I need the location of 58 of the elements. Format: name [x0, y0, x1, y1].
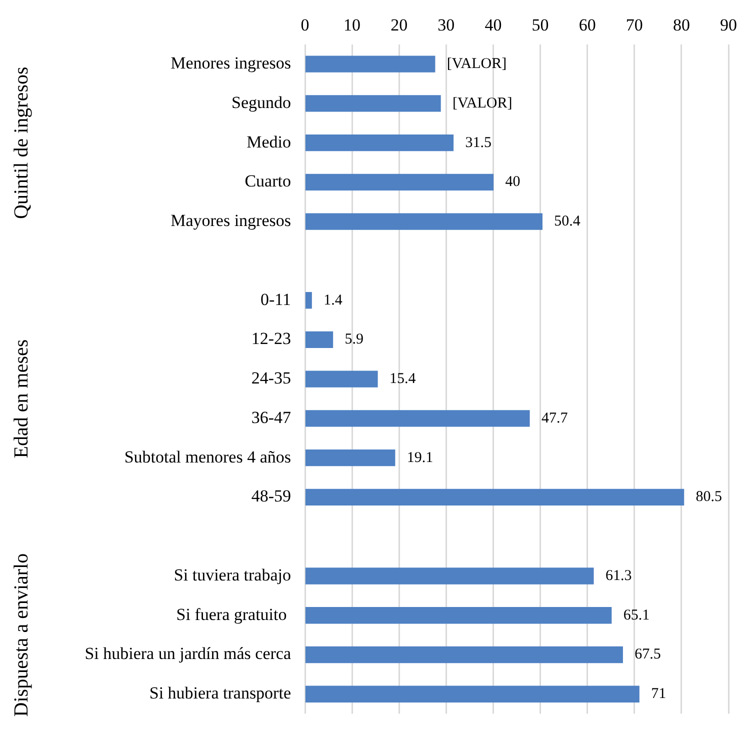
y-tick-label: 12-23: [251, 329, 291, 348]
x-tick-label: 80: [672, 16, 690, 35]
y-tick-label: Medio: [246, 132, 291, 152]
data-label: 5.9: [344, 332, 364, 348]
y-tick-label: 36-47: [251, 408, 292, 427]
bar: [305, 450, 396, 466]
y-tick-label: 24-35: [251, 368, 291, 388]
bar: [305, 174, 494, 191]
y-tick-label: 48-59: [251, 486, 291, 506]
data-label: [VALOR]: [452, 95, 512, 112]
x-tick-label: 70: [626, 16, 643, 35]
bar: [305, 488, 684, 506]
x-tick-label: 90: [720, 16, 737, 35]
data-label: [VALOR]: [446, 56, 507, 72]
x-tick-label: 50: [532, 16, 549, 35]
bar: [305, 370, 378, 388]
y-tick-label: Si hubiera un jardín más cerca: [84, 644, 292, 664]
data-label: 61.3: [605, 568, 632, 584]
data-label: 65.1: [623, 607, 650, 624]
bar: [305, 607, 612, 624]
y-tick-label: 0-11: [260, 290, 291, 309]
bar: [305, 95, 441, 112]
x-tick-label: 20: [390, 16, 408, 35]
data-label: 15.4: [389, 371, 416, 388]
data-label: 19.1: [406, 450, 434, 466]
x-tick-label: 0: [300, 16, 310, 35]
y-tick-label: Mayores ingresos: [170, 211, 291, 230]
x-tick-label: 40: [484, 16, 502, 35]
y-tick-label: Cuarto: [244, 172, 291, 191]
y-tick-label: Subtotal menores 4 años: [124, 447, 291, 466]
bar: [305, 331, 334, 348]
x-tick-label: 10: [344, 16, 361, 35]
y-tick-label: Menores ingresos: [170, 54, 291, 73]
x-tick-label: 60: [578, 16, 596, 35]
data-label: 80.5: [696, 489, 722, 506]
bar: [305, 568, 594, 584]
text: Edad en meses: [10, 339, 32, 458]
data-label: 40: [505, 174, 520, 190]
y-tick-label: Si tuviera trabajo: [174, 565, 291, 584]
data-label: 50.4: [554, 214, 581, 230]
bar: [305, 410, 530, 427]
bar: [305, 292, 312, 309]
bar: [305, 646, 623, 664]
data-label: 67.5: [634, 646, 661, 663]
text: Quintil de ingresos: [10, 66, 32, 219]
data-label: 1.4: [324, 292, 343, 308]
y-tick-label: Segundo: [232, 92, 291, 112]
data-label: 47.7: [541, 410, 568, 426]
y-tick-label: Si hubiera transporte: [149, 684, 291, 703]
y-tick-label: Si fuera gratuito: [176, 604, 291, 624]
text: Dispuesta a enviarlo: [10, 553, 32, 717]
bar: [305, 56, 436, 72]
bar: [305, 213, 542, 230]
x-tick-label: 30: [438, 16, 455, 35]
data-label: 31.5: [465, 134, 492, 151]
bar: [305, 686, 640, 702]
data-label: 71: [651, 686, 666, 702]
bar: [305, 134, 454, 152]
